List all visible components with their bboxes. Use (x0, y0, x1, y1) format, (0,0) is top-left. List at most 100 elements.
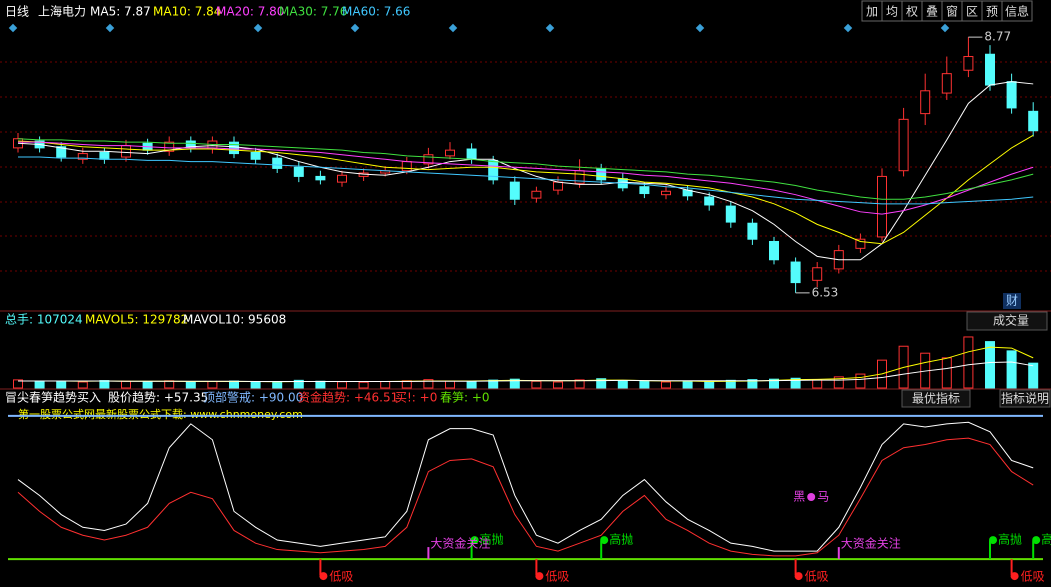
legend-entry: MA10: 7.84 (153, 5, 221, 19)
candle-body (855, 238, 866, 249)
candle-body (704, 196, 715, 206)
marker-diamond (350, 23, 360, 33)
volume-bar (121, 380, 131, 389)
volume-bar (56, 380, 67, 389)
candle-body (877, 175, 887, 238)
ma-line (17, 138, 1034, 200)
candle-body (920, 90, 931, 115)
indicator-legend: 买!: +0 (395, 391, 437, 405)
volume-bar (358, 381, 369, 389)
volume-bar (812, 379, 823, 389)
volume-bar (769, 378, 779, 389)
signal-label: 高抛 (480, 532, 504, 547)
candle-body (790, 261, 801, 284)
candle-body (488, 159, 499, 181)
candle-body (985, 53, 995, 86)
volume-bar (423, 379, 434, 389)
toolbar-label: 均 (886, 5, 898, 19)
volume-bar (596, 378, 607, 389)
signal-label: 低吸 (805, 570, 829, 584)
toolbar-label: 加 (866, 5, 878, 19)
candle-body (99, 151, 110, 160)
volume-bar (99, 380, 110, 389)
indicator-legend: 资金趋势: +46.51 (298, 390, 398, 405)
legend-entry: MA5: 7.87 (90, 5, 151, 19)
indicator-button[interactable] (901, 389, 971, 408)
ma-line (18, 141, 1034, 215)
indicator-legend: 股价趋势: +57.35 (108, 391, 208, 405)
marker-diamond (448, 23, 458, 33)
volume-bar (531, 380, 542, 389)
extreme-label: 8.77 (984, 30, 1011, 44)
candle-body (941, 73, 952, 94)
mavol-line (18, 361, 1034, 383)
legend-entry: MA30: 7.76 (279, 5, 347, 19)
volume-legend: MAVOL5: 129782 (85, 313, 188, 327)
signal-dot (470, 536, 479, 545)
candle-body (769, 240, 779, 261)
indicator-legend: 春笋: +0 (440, 390, 490, 405)
indicator-legend: 顶部警戒: +90.00 (203, 390, 303, 405)
candle-body (121, 145, 131, 158)
candle-body (1006, 81, 1017, 109)
toolbar-button[interactable] (1001, 0, 1033, 22)
signal-dot (794, 572, 803, 581)
indicator-title: 冒尖春笋趋势买入 (5, 390, 101, 405)
candle-body (423, 154, 434, 165)
candle-body (466, 148, 477, 160)
signal-dot (1032, 536, 1041, 545)
panel-tab[interactable] (966, 311, 1048, 331)
candle-body (164, 141, 175, 152)
candle-body (229, 141, 239, 155)
signal-label: 高抛 (998, 532, 1022, 547)
candle-body (401, 161, 412, 172)
candle-body (725, 205, 736, 223)
signal-label: 大资金关注 (841, 536, 901, 551)
indicator-line (17, 437, 1034, 557)
indicator-button[interactable] (999, 389, 1051, 408)
volume-bar (185, 381, 196, 389)
volume-bar (380, 381, 391, 389)
volume-bar (272, 381, 283, 389)
candle-body (250, 151, 261, 160)
volume-bar (661, 381, 671, 389)
volume-bar (553, 381, 563, 389)
volume-bar (855, 373, 866, 389)
signal-dot (989, 536, 997, 545)
legend-entry: MA20: 7.80 (216, 5, 284, 19)
signal-dot (807, 493, 816, 501)
badge (1003, 293, 1021, 309)
signal-dot (319, 572, 328, 581)
signal-label: 低吸 (545, 570, 569, 584)
volume-bar (164, 380, 175, 389)
candle-body (56, 146, 67, 158)
volume-bar (617, 380, 628, 389)
toolbar-label: 信息 (1005, 4, 1029, 19)
volume-bar (639, 381, 650, 389)
signal-dot (1010, 572, 1019, 581)
ma-line (18, 156, 1034, 205)
candle-body (596, 167, 607, 181)
volume-bar (941, 357, 952, 389)
candle-body (272, 157, 283, 169)
volume-legend: 总手: 107024 (5, 313, 83, 327)
legend-entry: MA60: 7.66 (342, 5, 410, 19)
volume-bar (509, 378, 520, 389)
signal-label: 低吸 (1021, 570, 1045, 584)
candle-body (747, 222, 758, 240)
signal-label: 低吸 (329, 570, 353, 584)
signal-label: 高抛 (609, 532, 633, 547)
volume-bar (963, 336, 974, 389)
volume-bar (790, 377, 801, 389)
toolbar-label: 窗 (946, 5, 958, 19)
signal-dot (535, 572, 544, 581)
signal-label: 大资金关注 (430, 536, 490, 551)
toolbar-label: 预 (986, 5, 998, 19)
toolbar-label: 区 (966, 5, 978, 19)
signal-label: 高抛 (1041, 532, 1051, 547)
volume-bar (704, 380, 715, 389)
candle-body (639, 186, 650, 195)
candle-body (77, 153, 88, 160)
badge-label: 财 (1006, 294, 1018, 308)
